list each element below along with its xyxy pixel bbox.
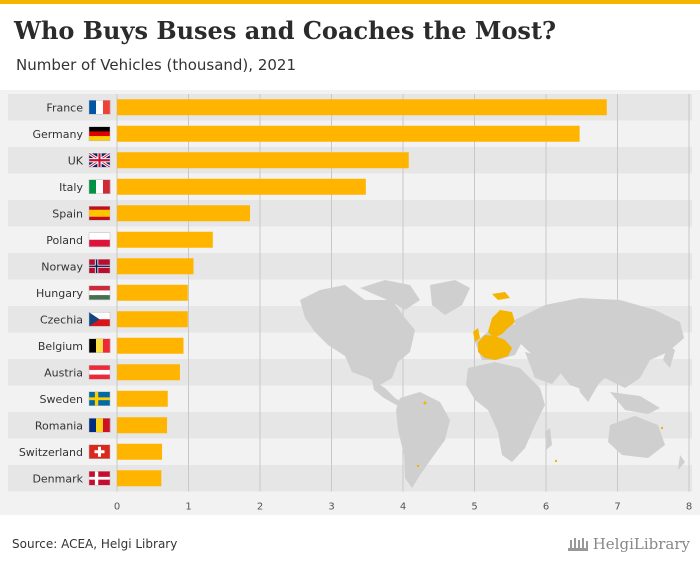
category-label: France — [46, 101, 83, 114]
flag-germany-icon — [88, 126, 111, 142]
flag-france-icon — [88, 100, 111, 115]
flag-uk-icon — [88, 152, 111, 169]
category-label: Romania — [35, 419, 83, 432]
map-uk-highlight — [473, 328, 480, 342]
x-tick-label: 3 — [328, 502, 334, 513]
bar-chart: France Germany UK Italy Spain Poland Norway Hun… — [8, 94, 692, 513]
bar-poland — [117, 231, 213, 248]
map-europe-highlight — [478, 335, 512, 360]
map-india — [575, 368, 598, 402]
flag-spain-icon — [88, 206, 111, 221]
map-madagascar — [545, 428, 552, 450]
bar-hungary — [117, 284, 188, 301]
map-scandinavia-highlight — [488, 310, 515, 338]
bar-spain — [117, 205, 250, 222]
x-tick-label: 4 — [400, 502, 406, 513]
map-highlight-dot — [660, 426, 664, 430]
x-tick-label: 6 — [543, 502, 549, 513]
category-label: Denmark — [32, 472, 83, 485]
flag-italy-icon — [88, 179, 111, 194]
map-middle-east — [525, 352, 562, 384]
source-note: Source: ACEA, Helgi Library — [12, 537, 178, 551]
bar-czechia — [117, 311, 188, 328]
chart-area: France Germany UK Italy Spain Poland Norway Hun… — [0, 90, 700, 515]
flags — [88, 100, 111, 486]
category-label: Spain — [52, 207, 83, 220]
category-label: Germany — [32, 128, 83, 141]
bars — [117, 99, 607, 487]
category-label: Hungary — [36, 287, 83, 300]
row-stripe — [8, 412, 692, 439]
world-map-illustration — [300, 280, 685, 488]
map-canada-islands — [360, 280, 420, 310]
flag-denmark-icon — [88, 471, 111, 486]
map-north-america — [300, 285, 415, 385]
top-accent-bar — [0, 0, 700, 4]
helgi-library-logo[interactable]: HelgiLibrary — [567, 532, 690, 556]
flag-austria-icon — [88, 365, 111, 380]
row-stripe — [8, 226, 692, 253]
x-tick-label: 5 — [471, 502, 477, 513]
library-columns-icon — [567, 538, 588, 551]
bar-norway — [117, 258, 194, 275]
x-tick-label: 0 — [114, 502, 120, 513]
row-stripe — [8, 438, 692, 465]
flag-hungary-icon — [88, 285, 111, 301]
map-highlight-dot — [423, 401, 427, 405]
category-label: Sweden — [40, 393, 83, 406]
map-south-america — [396, 392, 450, 488]
row-stripe — [8, 200, 692, 227]
category-label: Austria — [44, 366, 83, 379]
x-tick-label: 8 — [686, 502, 692, 513]
bar-denmark — [117, 470, 162, 487]
bar-germany — [117, 125, 580, 142]
bar-switzerland — [117, 443, 163, 460]
bar-sweden — [117, 390, 168, 407]
row-stripe — [8, 465, 692, 492]
flag-czechia-icon — [88, 312, 111, 327]
category-label: Poland — [46, 234, 83, 247]
category-labels: France Germany UK Italy Spain Poland Norway Hun… — [19, 101, 84, 485]
map-australia — [608, 416, 665, 458]
map-iceland-highlight — [492, 292, 510, 300]
bar-italy — [117, 178, 366, 195]
bar-romania — [117, 417, 168, 434]
x-axis-tick-labels: 0 1 2 3 4 5 6 7 8 — [114, 502, 692, 513]
category-label: Switzerland — [19, 446, 83, 459]
flag-norway-icon — [88, 259, 111, 274]
map-highlight-dot — [554, 459, 558, 463]
bar-belgium — [117, 337, 184, 354]
category-label: Italy — [59, 181, 83, 194]
chart-header: Who Buys Buses and Coaches the Most? Num… — [0, 4, 700, 88]
chart-subtitle: Number of Vehicles (thousand), 2021 — [16, 56, 296, 74]
map-central-america — [372, 380, 402, 406]
x-tick-label: 2 — [257, 502, 263, 513]
chart-title: Who Buys Buses and Coaches the Most? — [14, 16, 557, 45]
x-tick-label: 7 — [614, 502, 620, 513]
flag-switzerland-icon — [88, 444, 111, 459]
bar-austria — [117, 364, 180, 381]
map-se-asia — [610, 392, 660, 414]
x-tick-label: 1 — [185, 502, 191, 513]
map-greenland — [430, 280, 470, 315]
flag-belgium-icon — [88, 338, 111, 353]
row-stripe — [8, 253, 692, 280]
category-label: Czechia — [40, 313, 83, 326]
map-japan — [663, 345, 675, 368]
flag-sweden-icon — [88, 391, 111, 406]
logo-text: HelgiLibrary — [592, 535, 690, 553]
flag-romania-icon — [88, 418, 111, 433]
category-label: UK — [68, 154, 84, 167]
flag-poland-icon — [88, 232, 111, 248]
category-label: Norway — [41, 260, 83, 273]
bar-uk — [117, 152, 409, 169]
map-africa — [466, 362, 545, 462]
bar-france — [117, 99, 607, 116]
map-new-zealand — [678, 455, 685, 470]
category-label: Belgium — [38, 340, 83, 353]
map-highlight-dot — [416, 464, 420, 468]
